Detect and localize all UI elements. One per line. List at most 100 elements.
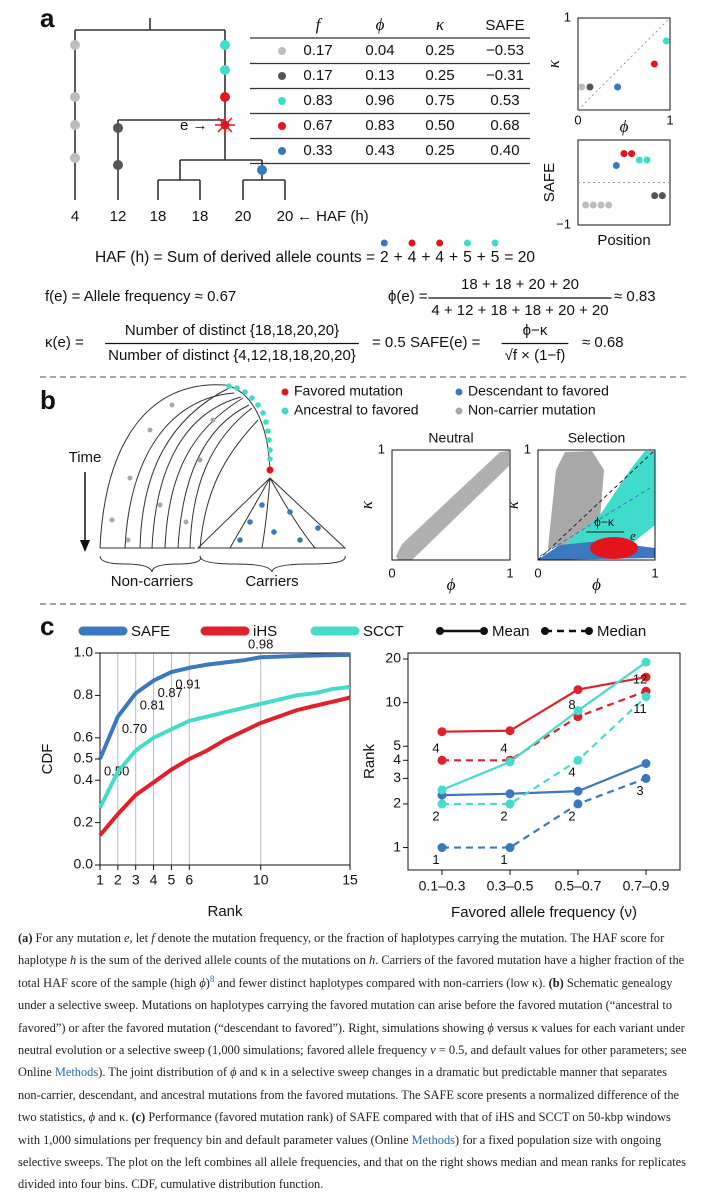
table-cell: 0.50 xyxy=(425,117,454,134)
value-label: 4 xyxy=(432,741,439,756)
reference-line xyxy=(577,17,671,111)
caption-link[interactable]: Methods xyxy=(411,1132,456,1147)
table-cell: 0.43 xyxy=(365,142,394,159)
marker xyxy=(641,657,651,667)
haf-label: 20 xyxy=(235,208,252,225)
legend-dot xyxy=(281,407,289,415)
formula-operator: + xyxy=(421,249,430,266)
kappa-formula: κ(e) = Number of distinct {18,18,20,20} … xyxy=(45,322,406,364)
term-dot xyxy=(436,239,444,247)
x-tick-label: 1 xyxy=(96,872,104,888)
shape xyxy=(260,410,266,416)
caption-text: = 0.5, and default values for other para… xyxy=(18,1043,687,1080)
value-label: 4 xyxy=(568,765,575,780)
y-tick-label: 1 xyxy=(378,441,385,456)
legend-label: Mean xyxy=(492,623,530,640)
value-label: 1 xyxy=(500,852,507,867)
table-cell: 0.67 xyxy=(303,117,332,134)
shape xyxy=(234,385,240,391)
haf-label: 18 xyxy=(192,208,209,225)
plot-frame xyxy=(99,652,351,866)
marker xyxy=(505,789,515,799)
caption-text: and κ. xyxy=(94,1110,132,1125)
point xyxy=(628,150,636,158)
series-line xyxy=(441,661,647,791)
mutation-dot xyxy=(113,123,123,133)
legend-dot xyxy=(455,388,463,396)
mutation-dot xyxy=(113,160,123,170)
denominator: 4 + 12 + 18 + 18 + 20 + 20 xyxy=(431,302,608,319)
value-label: 11 xyxy=(633,701,647,716)
shape xyxy=(196,477,347,549)
caption-text: ϕ xyxy=(487,1020,494,1035)
x-axis-label: ϕ xyxy=(447,575,456,594)
x-tick-label: 0.3–0.5 xyxy=(487,878,534,894)
shape xyxy=(255,402,261,408)
y-axis-label: κ xyxy=(503,500,522,509)
numerator: Number of distinct {18,18,20,20} xyxy=(125,322,339,339)
shape xyxy=(226,383,232,389)
term-dot xyxy=(463,239,471,247)
y-tick-label: 0.5 xyxy=(74,750,94,766)
table-header: f xyxy=(316,15,323,34)
denominator: Number of distinct {4,12,18,18,20,20} xyxy=(108,347,356,364)
plot-frame xyxy=(391,449,511,561)
formula-operator: + xyxy=(394,249,403,266)
shape xyxy=(157,502,163,508)
caption-link[interactable]: Methods xyxy=(54,1065,99,1080)
formula: f(e) = Allele frequency ≈ 0.67 xyxy=(45,288,236,305)
row-dot xyxy=(278,122,286,130)
y-tick-label: 0.8 xyxy=(74,686,94,702)
shape xyxy=(537,449,656,561)
shape xyxy=(210,417,216,423)
mutation-dot xyxy=(70,92,80,102)
chart: −1 Position SAFE xyxy=(541,139,671,249)
table-header: ϕ xyxy=(376,15,385,34)
mutation-dot xyxy=(220,65,230,75)
legend-label: Favored mutation xyxy=(294,383,403,399)
caption-text: ϕ xyxy=(230,1065,237,1080)
x-tick-label: 1 xyxy=(651,565,658,580)
caption-text: (b) xyxy=(548,975,564,990)
series-line xyxy=(98,684,351,809)
x-tick-label: 10 xyxy=(253,872,269,888)
figure-panels: a b c e → f(e) = Allele frequency ≈ 0.67… xyxy=(39,3,690,921)
panel-label: b xyxy=(40,385,56,415)
marker xyxy=(505,726,515,736)
point xyxy=(662,37,670,45)
caption-text: ). The joint distribution of xyxy=(98,1065,231,1080)
series-line xyxy=(441,676,647,733)
point xyxy=(651,192,659,200)
marker xyxy=(573,799,583,809)
caption-text: (a) xyxy=(18,931,33,945)
table-cell: 0.68 xyxy=(490,117,519,134)
formula-lhs: ϕ(e) = xyxy=(388,288,428,305)
table-cell: 0.25 xyxy=(425,42,454,59)
chart: 0 1 1 Selection ϕ κ xyxy=(503,430,659,594)
table-cell: 0.17 xyxy=(303,42,332,59)
favored-star xyxy=(215,115,235,135)
marker xyxy=(505,757,515,767)
caption-text: and κ in a selective sweep changes in a … xyxy=(18,1065,680,1125)
point xyxy=(578,83,586,91)
term-dot xyxy=(491,239,499,247)
shape xyxy=(80,540,90,552)
formula-lhs: SAFE(e) = xyxy=(410,334,481,351)
haf-label: 18 xyxy=(150,208,167,225)
x-tick-label: 5 xyxy=(168,872,176,888)
legend-label: Descendant to favored xyxy=(468,383,609,399)
carriers-label: Carriers xyxy=(245,573,298,590)
marker xyxy=(437,785,447,795)
series-line xyxy=(442,777,647,849)
caption-text: Performance (favored mutation rank) of S… xyxy=(18,1110,671,1147)
marker xyxy=(437,843,447,853)
x-tick-label: 4 xyxy=(150,872,158,888)
formula-term: 5 xyxy=(491,249,500,266)
formula-text: = 20 xyxy=(504,249,535,266)
value-label: 0.98 xyxy=(248,637,273,652)
mutation-dot xyxy=(70,40,80,50)
caption-text: ϕ xyxy=(199,975,206,990)
legend-marker xyxy=(436,627,444,635)
annotation: e xyxy=(630,528,636,543)
row-dot xyxy=(278,72,286,80)
